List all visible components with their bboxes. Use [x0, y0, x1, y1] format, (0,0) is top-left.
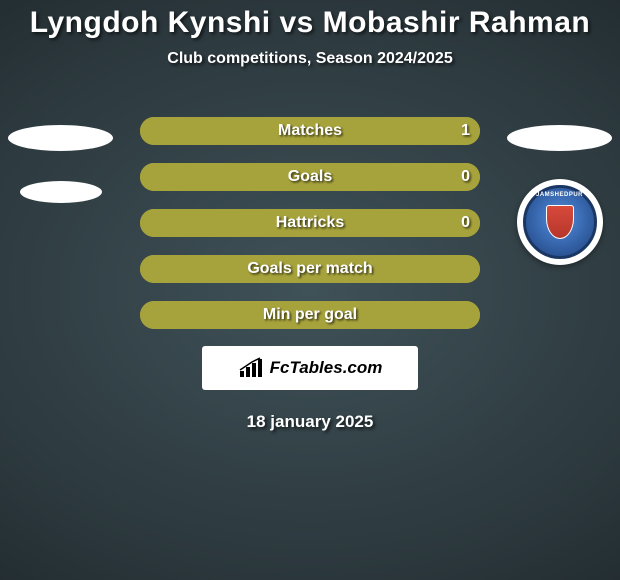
site-label: FcTables.com	[270, 358, 383, 378]
stat-row: Min per goal	[0, 292, 620, 338]
page-title: Lyngdoh Kynshi vs Mobashir Rahman	[0, 6, 620, 40]
stat-value-right: 0	[461, 209, 470, 237]
stat-label: Hattricks	[140, 209, 480, 237]
content-area: Lyngdoh Kynshi vs Mobashir Rahman Club c…	[0, 0, 620, 432]
stat-bars: Matches1Goals0Hattricks0Goals per matchM…	[0, 108, 620, 338]
site-attribution: FcTables.com	[202, 346, 418, 390]
stat-bar: Goals per match	[140, 255, 480, 283]
stat-label: Matches	[140, 117, 480, 145]
stat-row: Goals per match	[0, 246, 620, 292]
stat-label: Goals	[140, 163, 480, 191]
date-label: 18 january 2025	[0, 412, 620, 432]
stat-label: Min per goal	[140, 301, 480, 329]
stat-bar: Min per goal	[140, 301, 480, 329]
stat-value-right: 0	[461, 163, 470, 191]
chart-icon	[238, 357, 264, 379]
stat-label: Goals per match	[140, 255, 480, 283]
subtitle: Club competitions, Season 2024/2025	[0, 50, 620, 68]
stat-bar: Matches1	[140, 117, 480, 145]
stat-bar: Goals0	[140, 163, 480, 191]
stat-row: Hattricks0	[0, 200, 620, 246]
stat-row: Matches1	[0, 108, 620, 154]
stat-bar: Hattricks0	[140, 209, 480, 237]
stat-row: Goals0	[0, 154, 620, 200]
stat-value-right: 1	[461, 117, 470, 145]
